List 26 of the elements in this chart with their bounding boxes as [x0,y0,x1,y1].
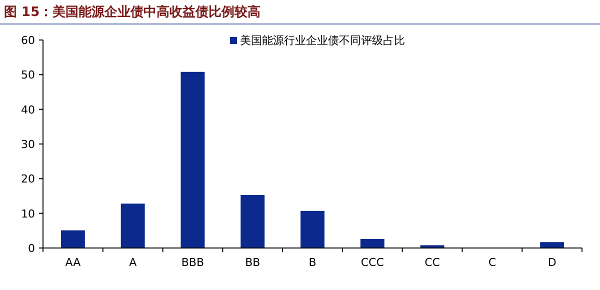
x-tick-label: B [308,256,316,269]
bar [300,210,324,248]
x-tick-label: CC [424,256,440,269]
bar [240,194,265,248]
x-tick-label: BBB [181,256,204,269]
y-tick-label: 40 [21,103,35,116]
y-tick-label: 50 [21,68,35,82]
x-tick-label: C [488,256,496,269]
x-tick-label: D [548,256,556,269]
x-tick-label: CCC [360,256,384,269]
y-tick-label: 10 [21,207,35,220]
bar [60,230,85,248]
x-tick-label: A [129,256,138,269]
bar [360,238,384,248]
bar [540,242,564,248]
y-tick-label: 20 [21,172,35,186]
bar [180,72,205,248]
y-tick-label: 0 [28,242,35,255]
y-tick-label: 60 [21,34,35,47]
y-tick-label: 30 [21,138,35,151]
x-tick-label: BB [245,256,260,269]
bar [120,204,145,248]
legend-label: 美国能源行业企业债不同评级占比 [240,34,405,47]
bar [420,245,444,248]
x-tick-label: AA [65,256,82,269]
chart-title: 图 15：美国能源企业债中高收益债比例较高 [4,4,261,20]
